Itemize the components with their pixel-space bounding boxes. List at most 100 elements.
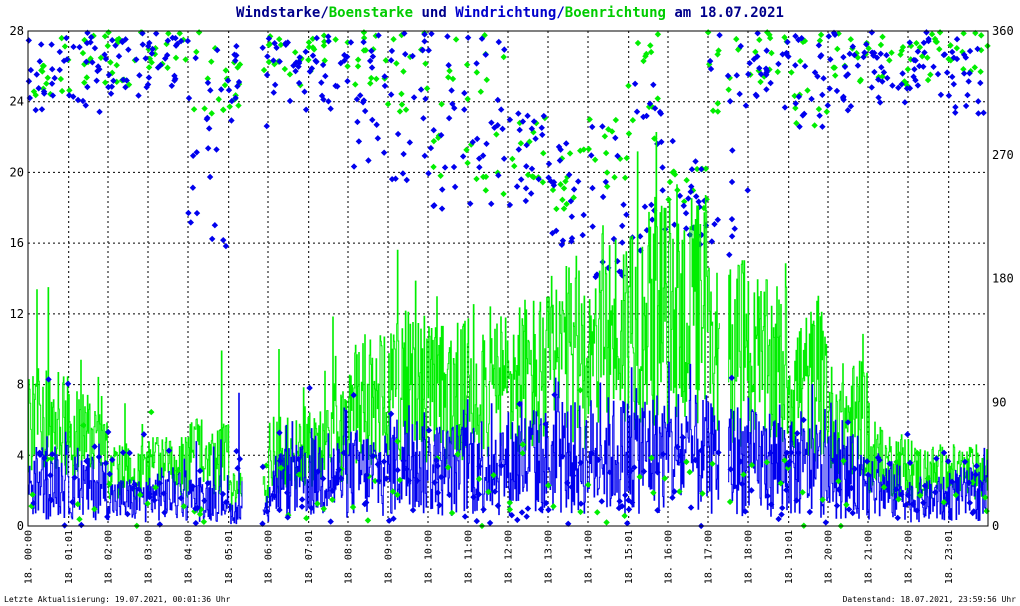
wind-low-point xyxy=(545,506,552,514)
gust-low-point xyxy=(843,501,850,509)
gust-low-point xyxy=(295,471,303,478)
wind-direction-point xyxy=(950,80,957,88)
gust-low-point xyxy=(545,482,552,489)
gust-low-point xyxy=(448,509,456,517)
gust-low-point xyxy=(519,450,526,457)
wind-direction-point xyxy=(189,184,197,191)
wind-direction-point xyxy=(843,72,850,80)
wind-low-point xyxy=(886,460,893,467)
gust-direction-point xyxy=(57,75,65,83)
wind-low-point xyxy=(394,466,401,474)
gust-direction-point xyxy=(648,103,656,110)
wind-direction-point xyxy=(599,193,607,201)
gust-low-point xyxy=(394,491,401,498)
wind-direction-point xyxy=(152,30,160,37)
wind-low-point xyxy=(146,490,153,498)
gust-direction-point xyxy=(706,61,713,68)
gust-direction-point xyxy=(360,34,368,42)
wind-direction-point xyxy=(177,37,185,45)
gust-direction-point xyxy=(402,106,410,113)
wind-low-point xyxy=(845,506,853,513)
gust-low-point xyxy=(74,500,82,508)
gust-direction-point xyxy=(113,78,120,86)
wind-direction-point xyxy=(123,77,130,84)
wind-direction-point xyxy=(157,61,164,69)
wind-direction-point xyxy=(428,30,435,37)
gust-direction-point xyxy=(277,41,285,49)
title-part-windrichtung: Windrichtung/ xyxy=(455,5,565,21)
gust-direction-point xyxy=(714,108,722,115)
wind-direction-point xyxy=(589,123,596,131)
x-tick-label: 18. 00:00 xyxy=(24,530,35,584)
gust-direction-point xyxy=(430,163,437,171)
wind-direction-point xyxy=(369,53,377,60)
wind-direction-point xyxy=(360,97,368,104)
gust-direction-point xyxy=(715,47,722,54)
wind-direction-point xyxy=(193,209,201,217)
wind-low-point xyxy=(437,473,445,481)
wind-direction-point xyxy=(599,123,606,130)
footer-data-state: Datenstand: 18.07.2021, 23:59:56 Uhr xyxy=(843,595,1017,604)
gust-direction-point xyxy=(714,100,721,107)
gust-low-point xyxy=(577,386,584,394)
gust-direction-point xyxy=(30,88,38,95)
wind-direction-point xyxy=(523,141,530,149)
wind-direction-point xyxy=(263,122,270,130)
wind-direction-point xyxy=(860,53,867,61)
wind-direction-point xyxy=(461,89,468,97)
wind-low-point xyxy=(569,472,577,479)
gust-direction-point xyxy=(382,57,390,64)
wind-direction-point xyxy=(795,93,803,100)
wind-direction-point xyxy=(38,41,45,48)
wind-direction-point xyxy=(847,103,855,110)
x-axis: 18. 00:00 18. 01:01 18. 02:00 18. 03:00 18. … xyxy=(24,530,956,584)
gust-direction-point xyxy=(816,37,824,44)
wind-low-point xyxy=(920,499,927,506)
gust-direction-point xyxy=(113,36,121,44)
wind-direction-point xyxy=(421,152,428,160)
gust-direction-point xyxy=(888,49,895,56)
wind-direction-point xyxy=(515,110,522,117)
wind-direction-point xyxy=(400,150,407,158)
gust-direction-point xyxy=(509,155,516,163)
wind-direction-point xyxy=(401,30,408,37)
gust-low-point xyxy=(320,505,328,512)
gust-low-point xyxy=(940,498,948,506)
wind-direction-point xyxy=(966,47,974,55)
gust-direction-point xyxy=(165,30,172,37)
gust-direction-point xyxy=(482,173,490,181)
gust-direction-point xyxy=(422,60,429,67)
wind-low-point xyxy=(276,506,283,514)
wind-direction-point xyxy=(204,79,212,87)
gust-direction-point xyxy=(344,63,351,70)
gust-low-point xyxy=(686,468,693,476)
gust-low-point xyxy=(371,477,379,485)
wind-direction-point xyxy=(38,106,46,113)
gust-direction-point xyxy=(907,56,914,63)
gust-direction-point xyxy=(670,168,677,175)
gust-direction-point xyxy=(847,36,854,43)
gust-direction-point xyxy=(305,56,312,64)
wind-direction-point xyxy=(70,43,77,51)
gust-direction-point xyxy=(608,128,616,135)
wind-direction-point xyxy=(588,152,595,159)
wind-low-point xyxy=(844,419,852,426)
wind-low-point xyxy=(486,519,494,527)
wind-direction-point xyxy=(733,72,740,79)
wind-low-point xyxy=(577,459,584,466)
gust-direction-point xyxy=(960,65,967,73)
wind-low-point xyxy=(794,430,801,437)
y-axis-right: 0 90 180 270 360 xyxy=(992,24,1014,533)
wind-direction-point xyxy=(208,235,216,243)
wind-direction-point xyxy=(889,82,896,89)
gust-direction-point xyxy=(384,100,392,108)
wind-low-point xyxy=(764,492,771,500)
wind-direction-point xyxy=(648,201,655,209)
gust-direction-point xyxy=(398,101,406,108)
wind-low-point xyxy=(969,509,976,517)
wind-low-point xyxy=(491,488,499,495)
gust-low-point xyxy=(196,510,204,518)
gust-direction-point xyxy=(540,150,547,157)
wind-direction-point xyxy=(558,241,566,248)
wind-direction-point xyxy=(467,200,474,207)
